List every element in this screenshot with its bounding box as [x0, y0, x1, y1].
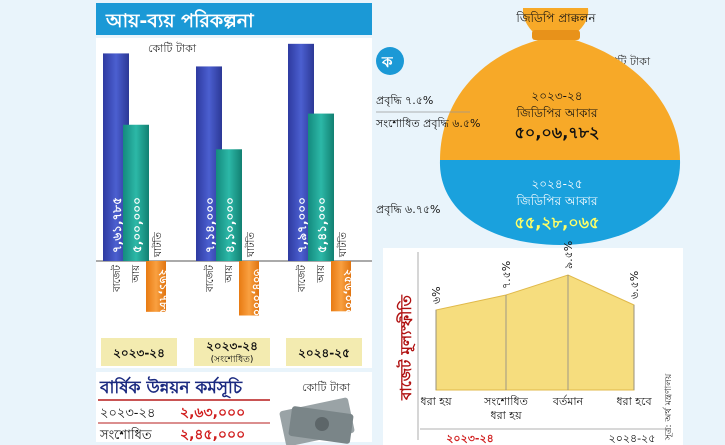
inflation-label-4: ধরা হবে [616, 395, 652, 408]
adp-title: বার্ষিক উন্নয়ন কর্মসূচি [99, 376, 243, 399]
budget-bar-labels: ৭,৬১,৭৮৫ ৫,০০,০০০ ২৬১,৭৮৫ বাজেট আয় ঘাটতি ৭,১৪… [110, 197, 355, 316]
money-illustration [279, 397, 355, 445]
bar-label-budget-3: বাজেট [295, 264, 308, 292]
bar-label-revenue-3: আয় [316, 264, 327, 284]
gdp-fy25-year: ২০২৪-২৫ [531, 177, 582, 191]
bar-label-budget-1: বাজেট [110, 264, 123, 292]
gdp-fy24-size: ৫০,০৬,৭৮২ [515, 123, 600, 142]
bar-label-deficit-1: ঘাটতি [151, 232, 164, 258]
logo-mark [376, 47, 404, 75]
gdp-bag-top [440, 40, 680, 160]
bar-revenue-2 [216, 149, 242, 261]
bar-value-revenue-1: ৫,০০,০০০ [130, 197, 144, 253]
inflation-year-1: ২০২৩-২৪ [446, 432, 493, 445]
inflation-title: বাজেট মূল্যস্ফীতি [396, 294, 417, 401]
bar-value-deficit-1: ২৬১,৭৮৫ [157, 269, 170, 316]
gdp-section: ক কোটি টাকা জিডিপি প্রাক্কলন ২০২৩-২৪ জিড… [375, 8, 681, 245]
bar-value-budget-3: ৭,৯৭,০০০ [295, 197, 309, 253]
year-sublabel-2: (সংশোধিত) [211, 354, 254, 365]
bar-label-revenue-1: আয় [131, 264, 142, 284]
year-band-2 [194, 338, 270, 366]
bar-value-deficit-3: ২৫৬,০০০ [342, 269, 355, 316]
bar-revenue-1 [123, 124, 149, 261]
bar-value-deficit-2: ৩০৪,০০০ [250, 269, 263, 316]
bar-value-budget-1: ৭,৬১,৭৮৫ [110, 197, 124, 253]
gdp-fy25-size: ৫৫,২৮,০৬৫ [515, 213, 600, 232]
adp-row-1-value: ২,৬৩,০০০ [180, 405, 245, 421]
budget-bars [103, 43, 351, 316]
budget-unit: কোটি টাকা [148, 42, 197, 55]
bar-label-deficit-2: ঘাটতি [244, 232, 257, 258]
year-label-3: ২০২৪-২৫ [298, 346, 350, 360]
inflation-value-1: ৬% [430, 286, 443, 304]
inflation-label-1: ধরা হয় [420, 395, 452, 408]
bar-deficit-2 [239, 261, 259, 316]
bar-label-deficit-3: ঘাটতি [336, 232, 349, 258]
gdp-bag-neck [522, 8, 589, 34]
inflation-label-2: সংশোধিত [483, 395, 528, 408]
page-title: আয়-ব্যয় পরিকল্পনা [105, 9, 255, 32]
gdp-fy25-growth: প্রবৃদ্ধি ৬.৭৫% [376, 203, 440, 216]
bar-value-budget-2: ৭,১৪,০০০ [203, 197, 217, 253]
inflation-chart: ৬%ধরা হয়৭.৫%সংশোধিতধরা হয়৯.৫%বর্তমান৬.… [420, 241, 670, 445]
adp-row-2-label: সংশোধিত [99, 427, 152, 443]
gdp-bag-label: জিডিপি প্রাক্কলন [515, 11, 596, 25]
header-bar [96, 3, 372, 35]
bar-deficit-1 [146, 261, 166, 312]
bar-value-revenue-3: ৫,৪১,০০০ [315, 197, 329, 253]
gdp-fy24-revised-growth: সংশোধিত প্রবৃদ্ধি ৬.৫% [375, 117, 480, 130]
gdp-fy25-label: জিডিপির আকার [516, 194, 598, 208]
bar-label-budget-2: বাজেট [203, 264, 216, 292]
inflation-value-2: ৭.৫% [500, 261, 513, 289]
bar-label-revenue-2: আয় [224, 264, 235, 284]
gdp-bag-bottom [439, 160, 681, 245]
gdp-fy24-growth: প্রবৃদ্ধি ৭.৫% [376, 94, 433, 107]
source-note: সূত্র: অর্থ মন্ত্রণালয় [663, 373, 674, 441]
year-label-1: ২০২৩-২৪ [113, 346, 165, 360]
adp-row-1-label: ২০২৩-২৪ [100, 406, 155, 421]
year-label-2: ২০২৩-২৪ [206, 339, 258, 353]
inflation-label-2: ধরা হয় [490, 409, 522, 422]
gdp-fy24-year: ২০২৩-২৪ [531, 89, 582, 103]
bar-revenue-3 [308, 113, 334, 261]
adp-unit: কোটি টাকা [302, 381, 351, 394]
inflation-year-2: ২০২৪-২৫ [609, 432, 656, 445]
inflation-value-3: ৯.৫% [562, 241, 575, 269]
bar-deficit-3 [331, 261, 351, 312]
svg-text:ক: ক [381, 53, 393, 71]
year-band-3 [286, 338, 362, 366]
inflation-label-3: বর্তমান [552, 395, 584, 408]
budget-year-bands: ২০২৩-২৪ ২০২৩-২৪(সংশোধিত) ২০২৪-২৫ [101, 338, 362, 366]
bar-value-revenue-2: ৪,১০,০০০ [223, 197, 237, 253]
gdp-fy24-label: জিডিপির আকার [516, 106, 598, 120]
adp-row-2-value: ২,৪৫,০০০ [180, 427, 245, 443]
inflation-value-4: ৬.৫% [628, 271, 641, 299]
year-band-1 [101, 338, 177, 366]
